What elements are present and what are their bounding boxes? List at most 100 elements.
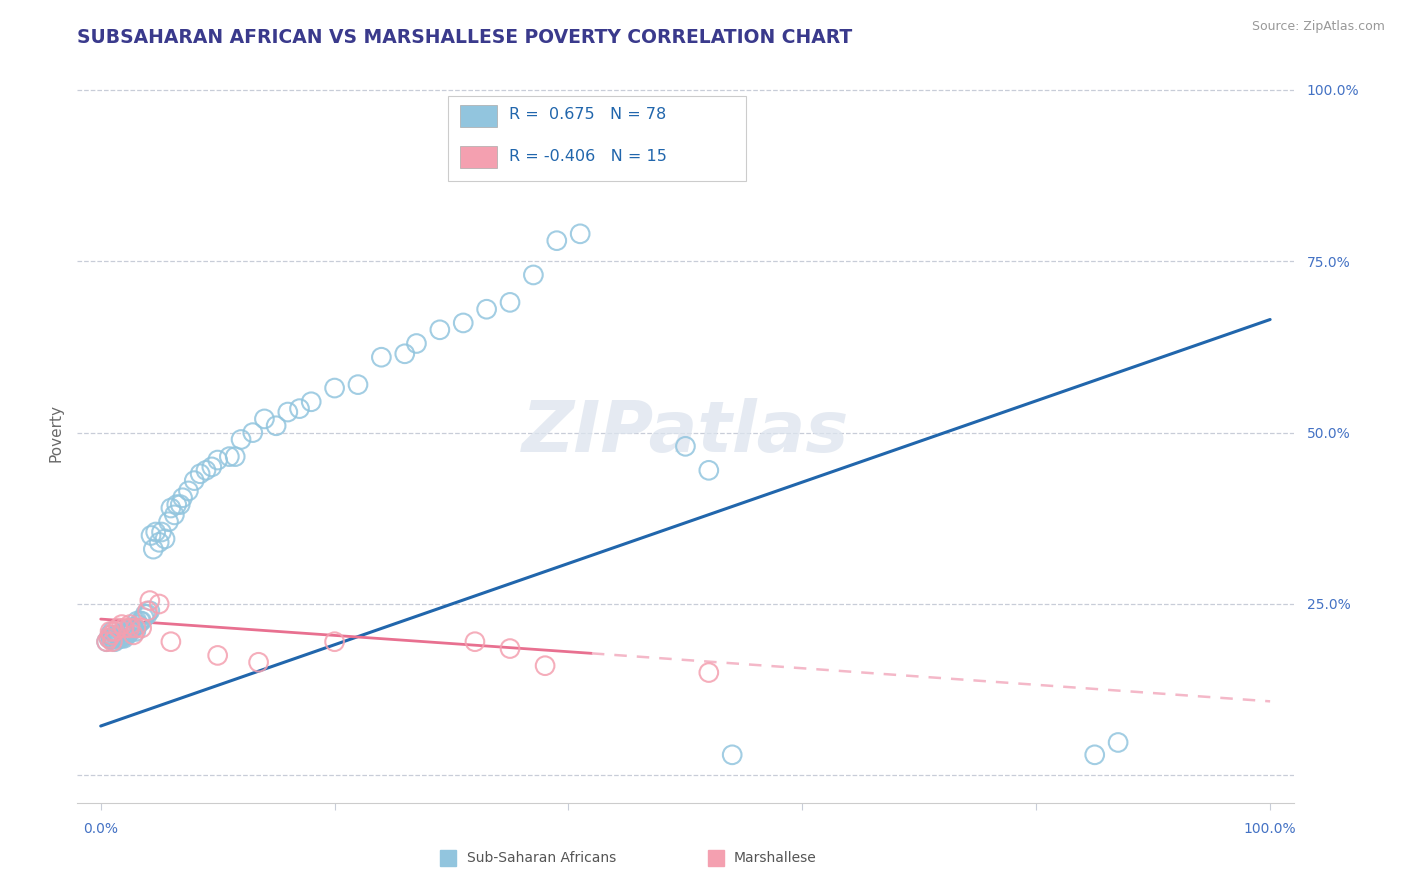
Point (697, 463, 720, 477)
Point (114, 628, 136, 642)
Point (107, 628, 129, 642)
Y-axis label: Poverty: Poverty (48, 403, 63, 462)
Point (150, 524, 173, 539)
Point (169, 498, 191, 512)
FancyBboxPatch shape (449, 95, 747, 181)
Point (429, 323, 451, 337)
Point (1084, 747, 1107, 762)
Point (103, 630, 125, 644)
FancyBboxPatch shape (460, 104, 496, 127)
Point (464, 634, 486, 648)
Point (100, 628, 122, 642)
Point (546, 234, 568, 248)
Point (139, 528, 162, 542)
Point (288, 401, 311, 416)
Point (145, 524, 167, 539)
Point (110, 630, 132, 644)
Point (721, 747, 744, 762)
Text: R =  0.675   N = 78: R = 0.675 N = 78 (509, 107, 666, 122)
Text: 0.0%: 0.0% (83, 822, 118, 836)
Point (96, 634, 118, 648)
Point (108, 632, 131, 646)
Point (394, 347, 416, 361)
Point (522, 268, 544, 282)
Point (101, 632, 124, 646)
Point (142, 542, 165, 557)
Point (118, 624, 141, 639)
Point (229, 433, 252, 447)
Point (115, 628, 138, 642)
Text: Marshallese: Marshallese (734, 851, 817, 865)
Point (475, 302, 498, 317)
Point (323, 381, 346, 395)
Point (112, 632, 135, 646)
Point (253, 412, 276, 426)
Point (207, 648, 229, 663)
Point (105, 632, 128, 647)
Point (134, 607, 156, 622)
Point (675, 439, 697, 453)
Point (125, 621, 148, 635)
Point (98, 628, 121, 642)
Point (569, 227, 592, 241)
Point (160, 634, 183, 648)
Point (125, 624, 148, 639)
Point (163, 508, 186, 522)
Point (112, 621, 135, 635)
Point (299, 394, 322, 409)
Point (104, 634, 127, 648)
Point (323, 634, 346, 648)
Point (129, 614, 152, 628)
Text: Source: ZipAtlas.com: Source: ZipAtlas.com (1251, 20, 1385, 33)
Point (160, 501, 183, 516)
Point (172, 491, 194, 505)
Point (132, 610, 155, 624)
Point (177, 483, 200, 498)
Point (405, 336, 427, 351)
Point (136, 607, 159, 622)
Point (183, 474, 205, 488)
Point (118, 621, 141, 635)
Point (107, 621, 129, 635)
Text: SUBSAHARAN AFRICAN VS MARSHALLESE POVERTY CORRELATION CHART: SUBSAHARAN AFRICAN VS MARSHALLESE POVERT… (77, 28, 852, 47)
Point (201, 459, 224, 474)
Point (121, 621, 143, 635)
Point (111, 632, 134, 646)
Point (111, 628, 134, 642)
Point (100, 632, 122, 647)
Point (242, 425, 264, 440)
Point (139, 604, 162, 618)
Text: Sub-Saharan Africans: Sub-Saharan Africans (467, 851, 616, 865)
Point (104, 624, 127, 639)
Point (131, 621, 153, 635)
Point (224, 450, 246, 464)
Point (136, 604, 159, 618)
Point (112, 624, 135, 639)
Point (98, 624, 121, 639)
Point (188, 467, 211, 481)
Point (118, 617, 141, 632)
Point (247, 655, 270, 669)
Point (148, 535, 170, 549)
Point (131, 614, 153, 628)
Point (499, 295, 522, 310)
Text: 100.0%: 100.0% (1244, 822, 1296, 836)
Point (101, 634, 124, 648)
Point (194, 463, 217, 477)
Point (153, 532, 176, 546)
Point (122, 621, 145, 635)
Point (96, 634, 118, 648)
Point (218, 450, 240, 464)
Point (148, 597, 170, 611)
Point (207, 453, 229, 467)
Point (347, 377, 370, 392)
Point (118, 621, 141, 635)
Point (97, 632, 120, 646)
Point (277, 405, 299, 419)
Point (1107, 735, 1129, 749)
Point (122, 628, 145, 642)
Point (264, 418, 287, 433)
Text: ZIPatlas: ZIPatlas (522, 398, 849, 467)
Point (499, 641, 522, 656)
Point (120, 624, 142, 639)
